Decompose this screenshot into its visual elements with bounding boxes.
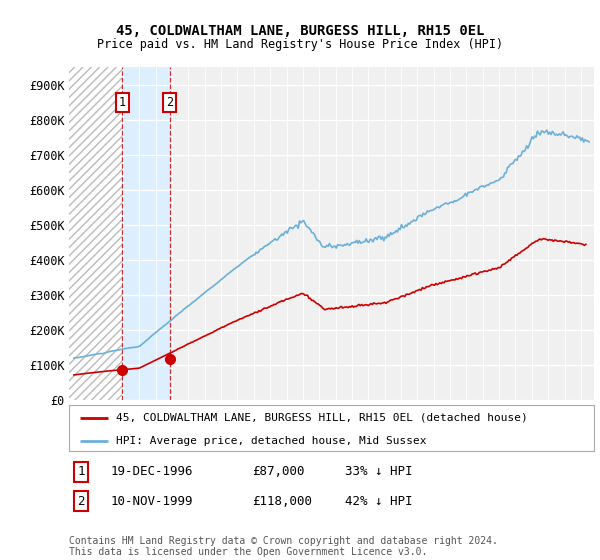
Text: 2: 2 (77, 494, 85, 508)
Bar (69, 67, 122, 400)
Text: 1: 1 (77, 465, 85, 478)
Text: 33% ↓ HPI: 33% ↓ HPI (345, 465, 413, 478)
Bar (122, 67, 170, 400)
Text: £87,000: £87,000 (252, 465, 305, 478)
Text: Contains HM Land Registry data © Crown copyright and database right 2024.
This d: Contains HM Land Registry data © Crown c… (69, 535, 498, 557)
Text: 42% ↓ HPI: 42% ↓ HPI (345, 494, 413, 508)
Text: 10-NOV-1999: 10-NOV-1999 (111, 494, 193, 508)
Text: £118,000: £118,000 (252, 494, 312, 508)
Bar (69, 67, 122, 400)
Text: 2: 2 (166, 96, 173, 109)
Text: Price paid vs. HM Land Registry's House Price Index (HPI): Price paid vs. HM Land Registry's House … (97, 38, 503, 50)
Text: 1: 1 (119, 96, 126, 109)
Text: 45, COLDWALTHAM LANE, BURGESS HILL, RH15 0EL (detached house): 45, COLDWALTHAM LANE, BURGESS HILL, RH15… (116, 413, 528, 423)
Text: HPI: Average price, detached house, Mid Sussex: HPI: Average price, detached house, Mid … (116, 436, 427, 446)
Text: 45, COLDWALTHAM LANE, BURGESS HILL, RH15 0EL: 45, COLDWALTHAM LANE, BURGESS HILL, RH15… (116, 24, 484, 38)
Text: 19-DEC-1996: 19-DEC-1996 (111, 465, 193, 478)
